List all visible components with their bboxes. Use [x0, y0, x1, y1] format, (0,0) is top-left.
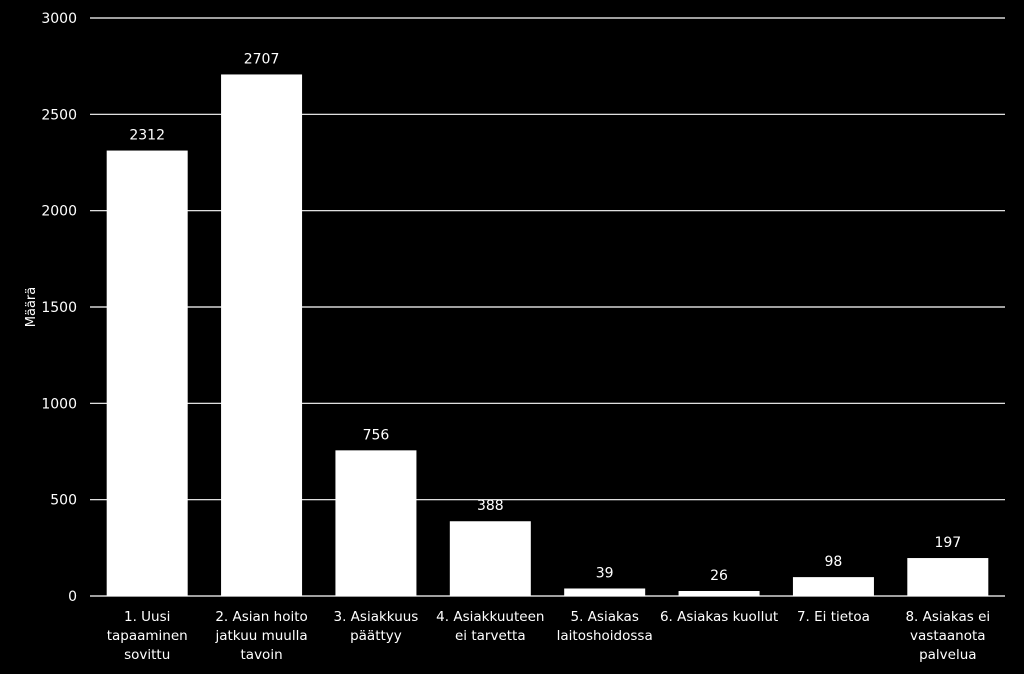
bar: [449, 521, 531, 596]
data-label: 39: [596, 565, 614, 581]
y-tick-label: 2000: [41, 204, 77, 220]
bar: [678, 590, 760, 596]
bar: [106, 150, 188, 596]
bar: [221, 74, 303, 596]
x-tick-label: 3. Asiakkuus päättyy: [334, 609, 419, 644]
y-tick-label: 3000: [41, 11, 77, 27]
bar: [907, 558, 989, 596]
y-tick-label: 1000: [41, 396, 77, 412]
bar: [792, 577, 874, 596]
x-tick-label: 4. Asiakkuuteen ei tarvetta: [436, 609, 544, 644]
data-label: 388: [477, 498, 504, 514]
x-tick-label: 8. Asiakas ei vastaanota palvelua: [905, 609, 990, 663]
data-labels: 2312 2707 756 388 39 26 98 197: [129, 51, 961, 584]
x-axis-category-labels: 1. Uusi tapaaminen sovittu 2. Asian hoito ja…: [107, 609, 990, 663]
data-label: 756: [363, 427, 390, 443]
bars: [106, 74, 989, 596]
data-label: 98: [825, 554, 843, 570]
x-tick-label: 1. Uusi tapaaminen sovittu: [107, 609, 188, 663]
y-tick-label: 2500: [41, 107, 77, 123]
x-tick-label: 5. Asiakas laitoshoidossa: [557, 609, 653, 644]
x-tick-label: 2. Asian hoito jatkuu muulla tavoin: [214, 609, 307, 663]
data-label: 2312: [129, 128, 165, 144]
data-label: 197: [934, 535, 961, 551]
bar: [335, 450, 417, 596]
y-tick-label: 500: [50, 493, 77, 509]
x-tick-label: 6. Asiakas kuollut: [660, 609, 778, 625]
y-axis-label: Määrä: [24, 287, 39, 327]
x-tick-label: 7. Ei tietoa: [797, 609, 870, 625]
data-label: 26: [710, 568, 728, 584]
data-label: 2707: [244, 51, 280, 67]
bar: [564, 588, 646, 596]
y-axis-ticks: 0 500 1000 1500 2000 2500 3000: [41, 11, 77, 605]
y-tick-label: 0: [68, 589, 77, 605]
y-tick-label: 1500: [41, 300, 77, 316]
